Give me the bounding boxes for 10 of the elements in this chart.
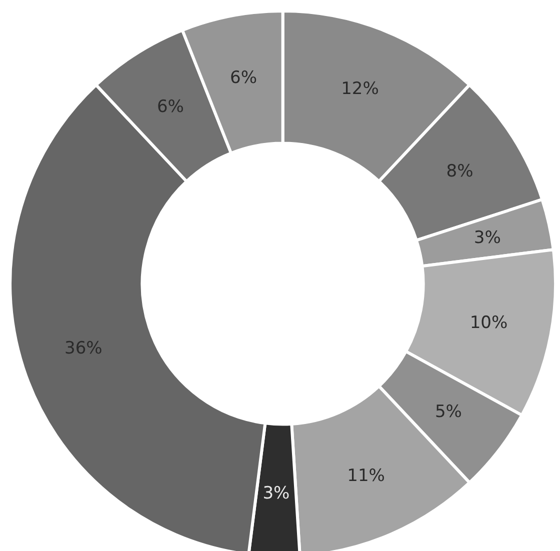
data-label: 6% xyxy=(230,68,258,88)
data-label: 36% xyxy=(64,338,102,359)
data-label: 8% xyxy=(446,161,474,182)
data-label: 3% xyxy=(262,483,290,504)
data-label: 12% xyxy=(341,78,379,99)
data-label: 6% xyxy=(156,96,184,117)
data-label: 5% xyxy=(434,402,462,422)
data-label: 10% xyxy=(470,313,508,334)
data-label: 3% xyxy=(474,228,501,248)
data-label: 11% xyxy=(347,466,385,486)
